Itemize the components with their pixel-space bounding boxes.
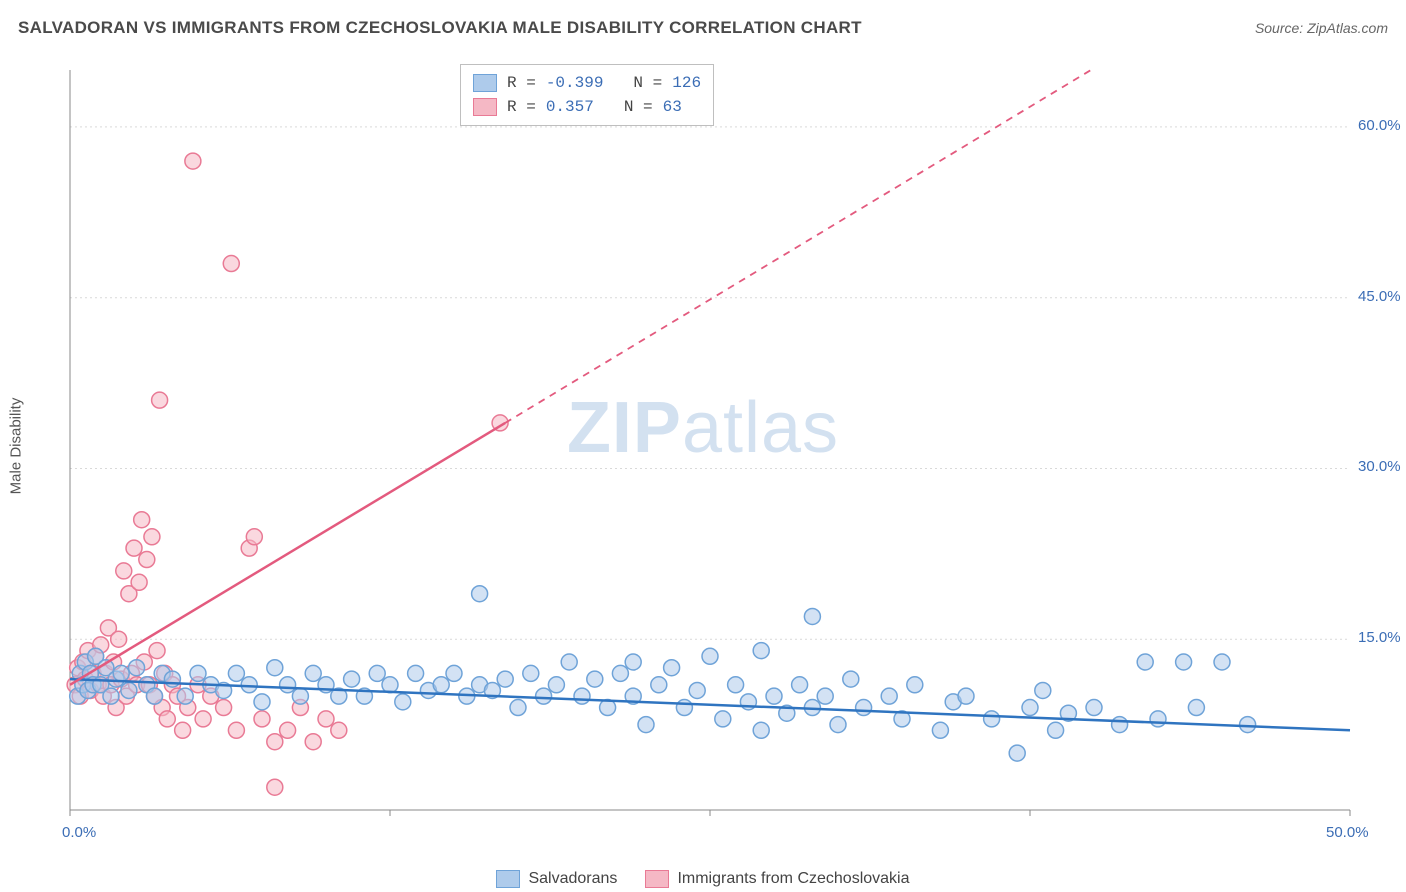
stats-row-salvadorans: R = -0.399 N = 126 bbox=[473, 71, 701, 95]
n-value-czech: 63 bbox=[663, 98, 682, 116]
swatch-czech bbox=[473, 98, 497, 116]
stats-legend: R = -0.399 N = 126 R = 0.357 N = 63 bbox=[460, 64, 714, 126]
r-value-czech: 0.357 bbox=[546, 98, 594, 116]
axis-tick-label: 15.0% bbox=[1358, 629, 1401, 646]
legend-item-czech: Immigrants from Czechoslovakia bbox=[645, 870, 909, 888]
plot-area bbox=[60, 60, 1360, 830]
stats-row-czech: R = 0.357 N = 63 bbox=[473, 95, 701, 119]
y-axis-label: Male Disability bbox=[8, 398, 25, 495]
n-value-salvadorans: 126 bbox=[672, 74, 701, 92]
source-label: Source: ZipAtlas.com bbox=[1255, 20, 1388, 36]
axis-tick-label: 30.0% bbox=[1358, 458, 1401, 475]
swatch-salvadorans-icon bbox=[496, 870, 520, 888]
scatter-chart bbox=[60, 60, 1360, 830]
axis-tick-label: 0.0% bbox=[62, 824, 96, 841]
axis-tick-label: 60.0% bbox=[1358, 117, 1401, 134]
chart-title: SALVADORAN VS IMMIGRANTS FROM CZECHOSLOV… bbox=[18, 18, 862, 38]
swatch-salvadorans bbox=[473, 74, 497, 92]
bottom-legend: Salvadorans Immigrants from Czechoslovak… bbox=[0, 870, 1406, 888]
axis-tick-label: 50.0% bbox=[1326, 824, 1369, 841]
header-row: SALVADORAN VS IMMIGRANTS FROM CZECHOSLOV… bbox=[18, 18, 1388, 38]
legend-item-salvadorans: Salvadorans bbox=[496, 870, 617, 888]
axis-tick-label: 45.0% bbox=[1358, 288, 1401, 305]
swatch-czech-icon bbox=[645, 870, 669, 888]
r-value-salvadorans: -0.399 bbox=[546, 74, 604, 92]
